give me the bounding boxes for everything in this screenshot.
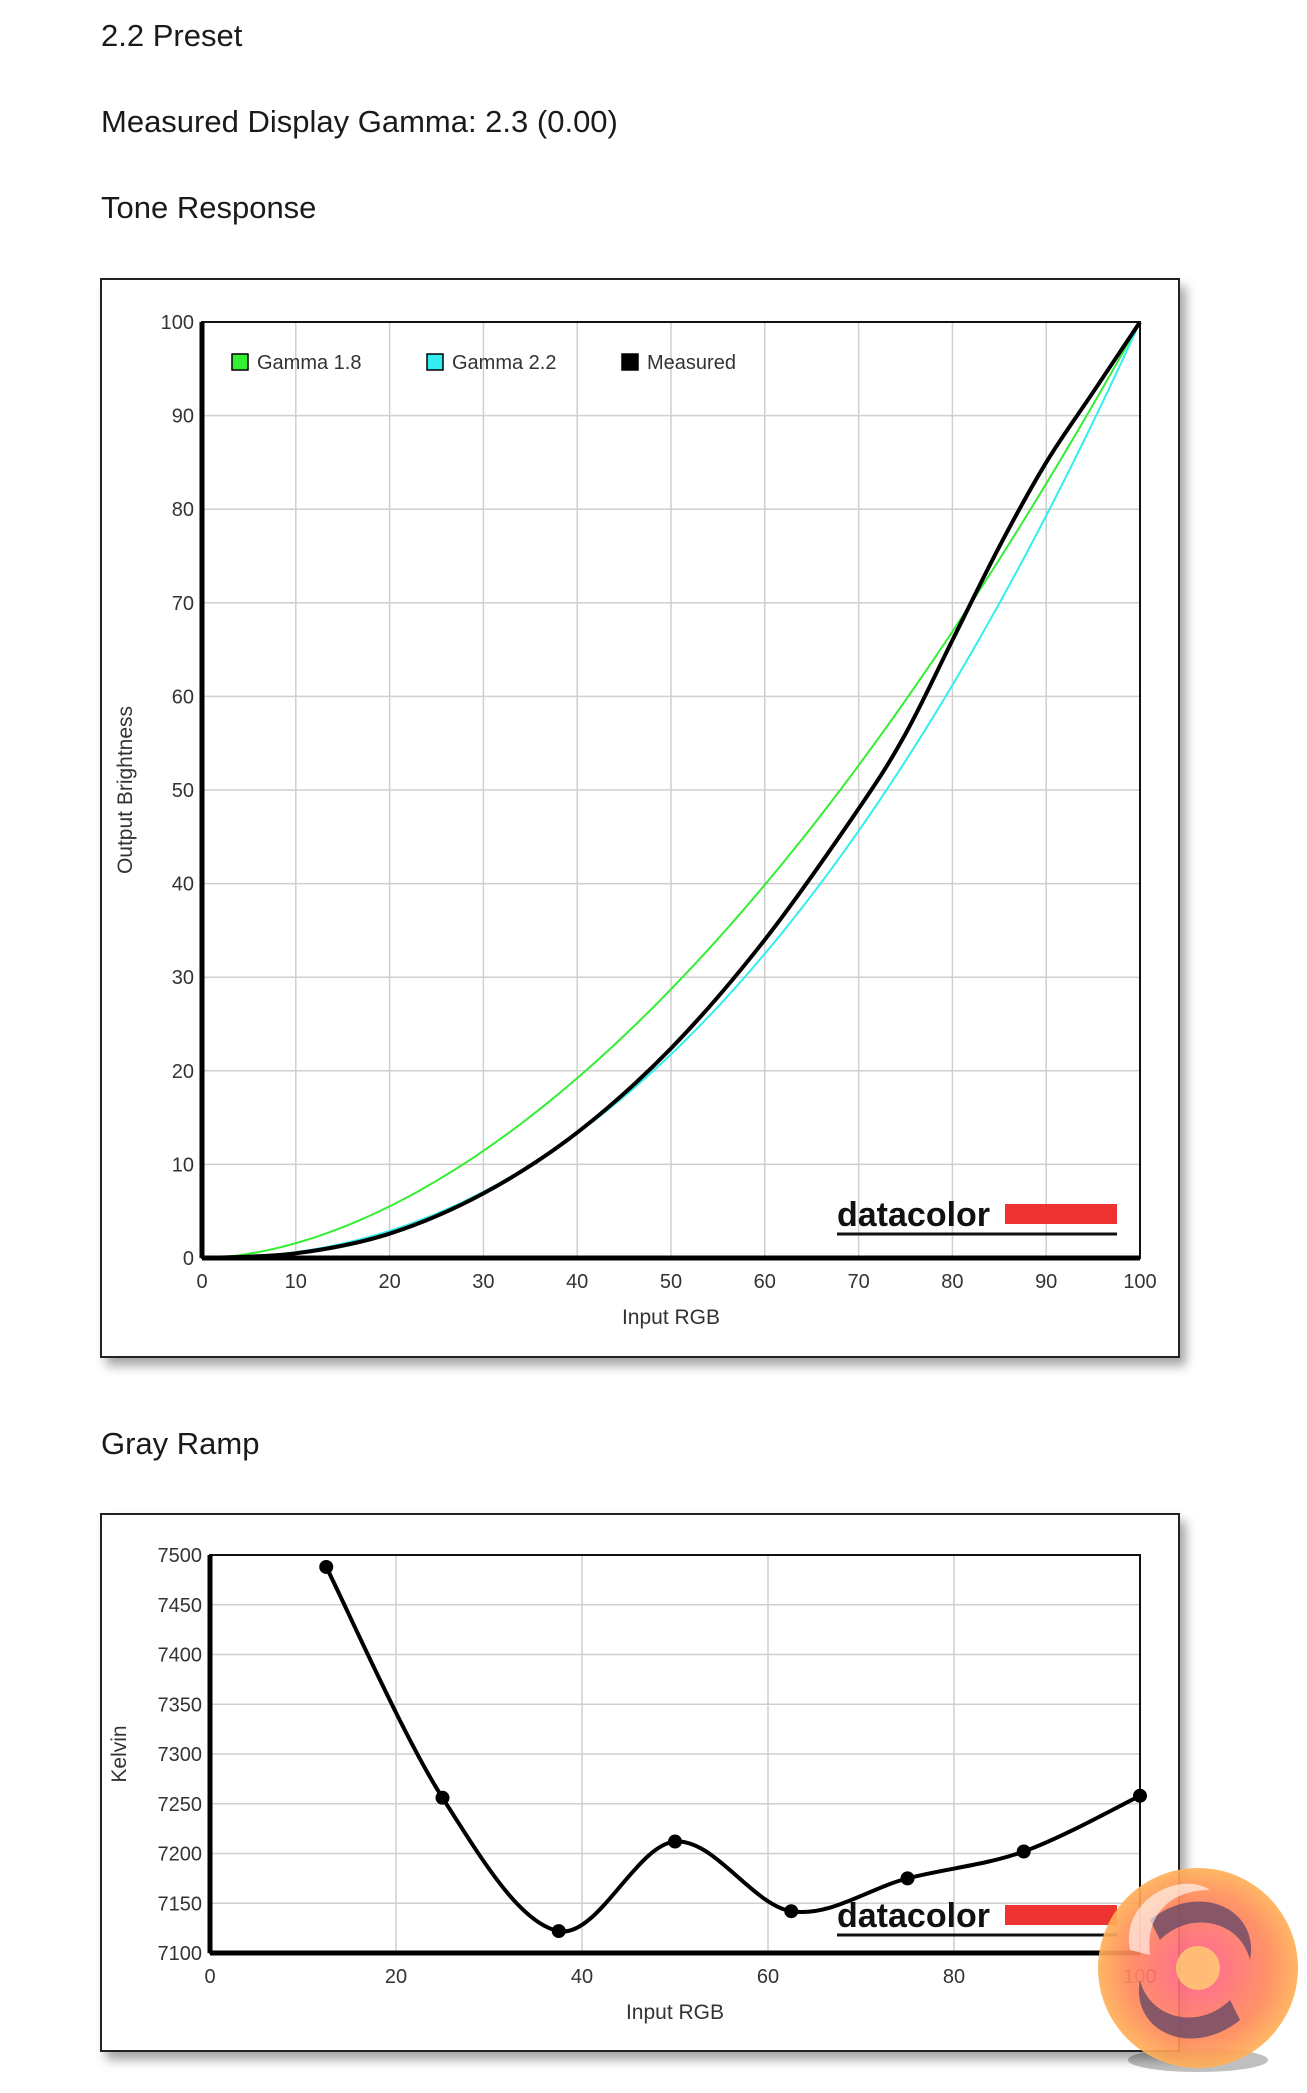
kitguru-watermark-icon [1098,1868,1298,2072]
x-axis-label: Input RGB [626,2001,724,2024]
series-line-gamma-2-2 [201,321,1141,1259]
tone-response-chart-frame: 0 10 20 30 40 50 60 70 80 90 100 0 10 20 30 40 50 60 70 80 9… [100,278,1180,1358]
y-tick-label: 20 [172,1061,194,1083]
legend-label: Measured [647,352,736,374]
y-tick-label: 100 [161,312,194,334]
gray-ramp-chart: 0204060801007100715072007250730073507400… [108,1545,1157,2024]
y-tick-label: 7400 [158,1645,203,1667]
legend-label: Gamma 1.8 [257,352,361,374]
measured-gamma-text: Measured Display Gamma: 2.3 (0.00) [101,104,618,139]
x-tick-label: 80 [943,1966,965,1988]
y-tick-label: 7250 [158,1794,203,1816]
legend-label: Gamma 2.2 [452,352,556,374]
datacolor-logo-bar [1005,1204,1117,1224]
data-point [319,1559,334,1574]
preset-heading: 2.2 Preset [101,18,243,53]
y-tick-label: 7350 [158,1694,203,1716]
y-tick-label: 70 [172,593,194,615]
y-tick-label: 7100 [158,1943,203,1965]
y-tick-label: 50 [172,780,194,802]
legend-swatch [231,353,249,371]
y-tick-label: 10 [172,1154,194,1176]
tone-response-heading: Tone Response [101,190,317,225]
series-line-measured [201,320,1142,1260]
data-point [435,1790,450,1805]
series-line-kelvin [324,1566,1141,1934]
y-tick-label: 7200 [158,1844,203,1866]
y-tick-label: 7150 [158,1893,203,1915]
y-tick-label: 90 [172,406,194,428]
x-tick-label: 90 [1035,1271,1057,1293]
y-tick-label: 0 [183,1248,194,1270]
datacolor-logo-bar [1005,1905,1117,1925]
x-tick-label: 0 [204,1966,215,1988]
y-tick-label: 7450 [158,1595,203,1617]
y-axis-label: Output Brightness [114,706,137,874]
x-tick-label: 70 [847,1271,869,1293]
legend-swatch [426,353,444,371]
y-tick-label: 7500 [158,1545,203,1567]
series-line-gamma-1-8 [201,321,1141,1259]
y-tick-label: 60 [172,686,194,708]
y-tick-label: 7300 [158,1744,203,1766]
x-tick-label: 0 [196,1271,207,1293]
x-tick-label: 100 [1123,1271,1156,1293]
x-tick-label: 10 [285,1271,307,1293]
legend-swatch [621,353,639,371]
data-point [668,1834,682,1849]
x-tick-label: 60 [757,1966,779,1988]
y-tick-label: 80 [172,499,194,521]
x-tick-label: 20 [378,1271,400,1293]
data-point [900,1871,915,1886]
data-point [784,1904,799,1919]
gray-ramp-heading: Gray Ramp [101,1426,260,1461]
x-tick-label: 40 [571,1966,593,1988]
tone-response-chart: 0 10 20 30 40 50 60 70 80 90 100 0 10 20 30 40 50 60 70 80 9… [114,312,1157,1329]
data-point [1016,1844,1031,1859]
x-tick-label: 30 [472,1271,494,1293]
x-tick-label: 20 [385,1966,407,1988]
x-tick-label: 50 [660,1271,682,1293]
datacolor-logo-text: datacolor [837,1196,990,1234]
data-point [551,1924,566,1939]
datacolor-logo-text: datacolor [837,1897,990,1935]
gray-ramp-chart-frame: 0204060801007100715072007250730073507400… [100,1513,1180,2052]
x-axis-label: Input RGB [622,1306,720,1329]
x-tick-label: 80 [941,1271,963,1293]
x-tick-label: 60 [754,1271,776,1293]
data-point [1133,1788,1147,1803]
y-tick-label: 30 [172,967,194,989]
y-tick-label: 40 [172,874,194,896]
y-axis-label: Kelvin [108,1725,131,1782]
x-tick-label: 40 [566,1271,588,1293]
